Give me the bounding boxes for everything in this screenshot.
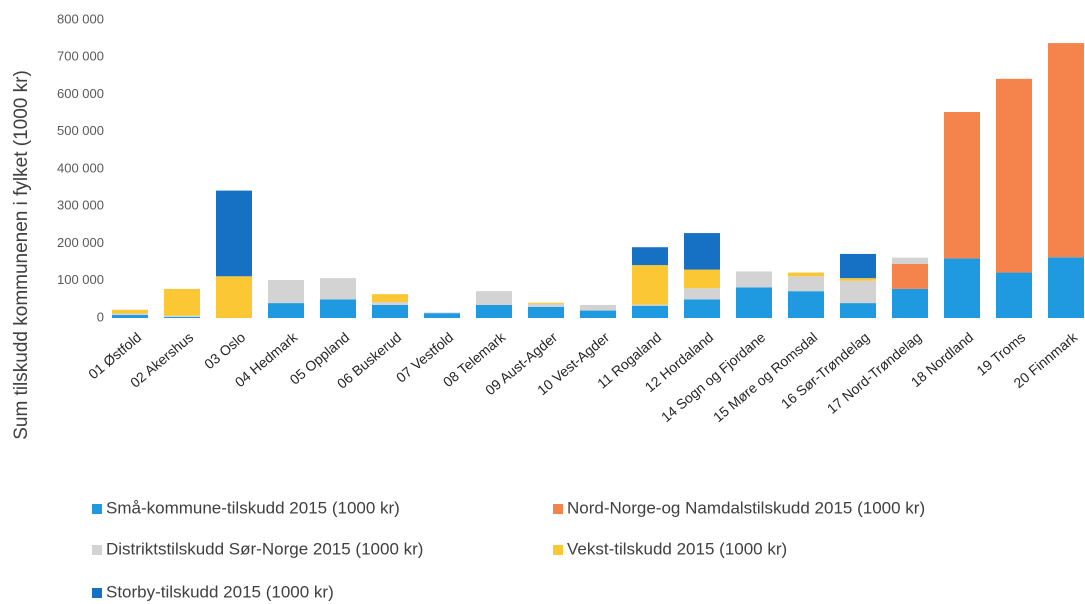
bar-segment [268, 303, 304, 318]
y-tick-label: 600 000 [57, 86, 104, 101]
y-tick-label: 700 000 [57, 49, 104, 64]
bar-segment [112, 315, 148, 318]
bar-segment [112, 313, 148, 316]
bar-segment [216, 190, 252, 277]
bar-segment [788, 276, 824, 292]
bar-segment [424, 312, 460, 314]
bar-segment [632, 304, 668, 306]
bar-segment [736, 287, 772, 318]
bar-segment [996, 78, 1032, 273]
bar-segment [164, 288, 200, 316]
bar-segment [528, 302, 564, 304]
bar-segment [840, 278, 876, 281]
bar-segment [892, 288, 928, 318]
bar-segment [944, 258, 980, 318]
bar-segment [632, 305, 668, 318]
x-tick-label: 17 Nord-Trøndelag [824, 329, 924, 417]
bar-segment [944, 112, 980, 259]
y-tick-label: 300 000 [57, 198, 104, 213]
bar-segment [996, 272, 1032, 318]
bar-segment [840, 303, 876, 318]
bar-segment [684, 288, 720, 300]
bar-segment [684, 269, 720, 289]
legend-swatch [92, 588, 102, 598]
bar-segment [112, 309, 148, 314]
legend-label: Storby-tilskudd 2015 (1000 kr) [106, 582, 334, 601]
x-tick-label: 03 Oslo [201, 329, 248, 372]
bar-segment [320, 278, 356, 300]
bar-segment [164, 316, 200, 318]
legend-label: Nord-Norge-og Namdalstilskudd 2015 (1000… [567, 498, 925, 517]
bar-segment [736, 271, 772, 288]
bar-segment [580, 310, 616, 318]
y-tick-label: 100 000 [57, 272, 104, 287]
y-axis-title: Sum tilskudd kommunenen i fylket (1000 k… [11, 70, 32, 440]
bar-segment [580, 304, 616, 311]
bar-segment [684, 299, 720, 318]
legend-label: Små-kommune-tilskudd 2015 (1000 kr) [106, 498, 400, 517]
bar-segment [892, 257, 928, 264]
bar-segment [1048, 43, 1084, 258]
y-tick-label: 500 000 [57, 123, 104, 138]
legend-swatch [92, 504, 102, 514]
bar-segment [632, 265, 668, 305]
bar-segment [476, 291, 512, 305]
bar-segment [320, 299, 356, 318]
y-tick-label: 200 000 [57, 235, 104, 250]
y-tick-label: 0 [97, 309, 104, 324]
bar-segment [1048, 257, 1084, 318]
bar-segment [892, 263, 928, 289]
bar-segment [268, 280, 304, 304]
bar-segment [216, 276, 252, 318]
legend-swatch [92, 545, 102, 555]
bar-segment [372, 294, 408, 302]
bar-segment [528, 303, 564, 307]
legend-label: Vekst-tilskudd 2015 (1000 kr) [567, 539, 787, 558]
bar-segment [632, 247, 668, 266]
x-tick-label: 16 Sør-Trøndelag [778, 329, 873, 412]
legend-label: Distriktstilskudd Sør-Norge 2015 (1000 k… [106, 539, 423, 558]
bar-segment [372, 304, 408, 318]
legend-swatch [553, 504, 563, 514]
bar-segment [788, 291, 824, 318]
y-tick-label: 400 000 [57, 160, 104, 175]
bar-segment [476, 304, 512, 318]
bar-segment [788, 272, 824, 277]
bar-segment [424, 313, 460, 318]
bar-segment [528, 306, 564, 318]
bar-segment [372, 301, 408, 305]
y-tick-label: 800 000 [57, 11, 104, 26]
bar-segment [840, 253, 876, 279]
bar-segment [684, 233, 720, 270]
bar-segment [164, 315, 200, 317]
legend-swatch [553, 545, 563, 555]
bar-segment [840, 280, 876, 304]
